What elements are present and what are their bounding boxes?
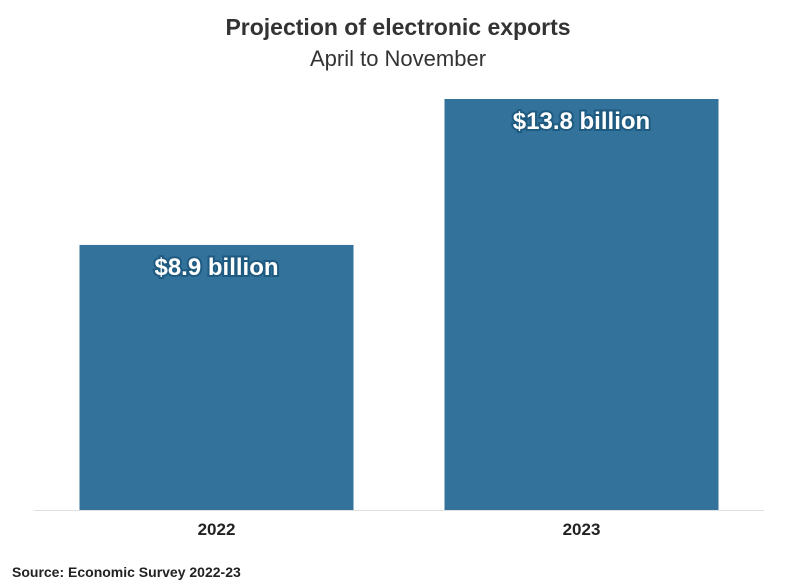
chart-subtitle: April to November: [309, 46, 487, 71]
data-label-2022: $8.9 billion: [154, 254, 278, 281]
bar-2023: [444, 99, 719, 510]
bar-2022: [79, 244, 354, 510]
x-tick-label-2023: 2023: [563, 520, 601, 539]
x-tick-label-2022: 2022: [198, 520, 236, 539]
source-note: Source: Economic Survey 2022-23: [12, 564, 241, 580]
chart-title: Projection of electronic exports: [225, 14, 571, 40]
data-label-2023: $13.8 billion: [513, 108, 650, 135]
